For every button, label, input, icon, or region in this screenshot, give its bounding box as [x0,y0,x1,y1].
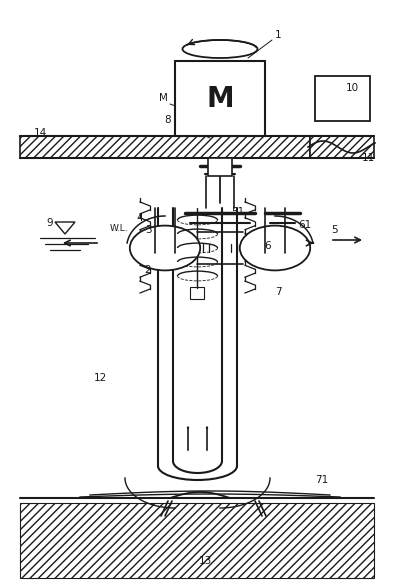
Text: W.L.: W.L. [110,223,128,232]
Text: 3: 3 [145,225,151,235]
Text: 8: 8 [165,115,171,125]
Bar [20,136,310,158]
Text: 12: 12 [93,373,107,383]
Text: 61: 61 [298,220,312,230]
Bar [175,61,265,136]
Text: 10: 10 [346,83,359,93]
Text: 51: 51 [231,207,245,217]
Ellipse shape [182,40,258,58]
Bar [315,76,370,121]
Bar [191,287,204,299]
Text: 14: 14 [33,128,46,138]
Polygon shape [55,222,75,234]
Text: 6: 6 [265,241,271,251]
Bar [310,136,374,158]
Text: 71: 71 [315,475,329,485]
Bar [208,158,232,176]
Text: 4: 4 [137,213,143,223]
Text: 9: 9 [46,218,53,228]
Text: M: M [206,85,234,112]
Bar [20,503,374,578]
Ellipse shape [130,226,200,270]
Text: 7: 7 [275,287,281,297]
Text: M: M [158,93,167,103]
Text: 2: 2 [145,265,151,275]
Text: 5: 5 [332,225,338,235]
Text: 11: 11 [361,153,375,163]
Ellipse shape [240,226,310,270]
Text: 13: 13 [198,556,212,566]
Text: 1: 1 [275,30,281,40]
